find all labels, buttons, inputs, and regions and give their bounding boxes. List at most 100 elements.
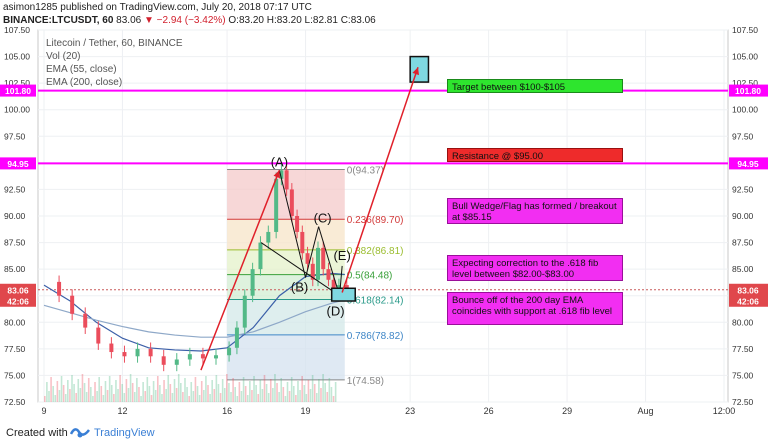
- projection-arrow: [200, 170, 281, 371]
- candle: [316, 247, 320, 280]
- legend-entry: Vol (20): [46, 51, 80, 62]
- arrow-head-icon: [273, 170, 280, 179]
- candle: [83, 313, 88, 328]
- fib-level-label: 0(94.37): [347, 166, 384, 177]
- candle: [331, 279, 336, 293]
- y-tick-right: 77.50: [732, 344, 754, 354]
- volume-bar: [175, 388, 178, 402]
- volume-bar: [125, 379, 128, 402]
- volume-bar: [240, 391, 243, 402]
- annotation-correction: Expecting correction to the .618 fib lev…: [447, 255, 623, 281]
- volume-bar: [295, 395, 297, 402]
- fib-zone: [227, 219, 345, 250]
- volume-bar: [299, 390, 301, 402]
- volume-bar: [96, 391, 98, 402]
- candle: [321, 247, 326, 270]
- volume-bar: [205, 376, 207, 402]
- price-badge-right-text: 42:06: [737, 296, 759, 306]
- symbol-info: BINANCE:LTCUSDT, 60 83.06 ▼ −2.94 (−3.42…: [3, 15, 376, 26]
- candle: [174, 359, 179, 365]
- volume-bar: [209, 394, 211, 402]
- volume-bar: [192, 391, 195, 402]
- volume-bar: [152, 381, 155, 402]
- volume-bar: [316, 393, 318, 402]
- volume-bar: [106, 390, 109, 402]
- price-badge-left: [0, 294, 36, 307]
- ema200-line: [43, 299, 345, 338]
- volume-bar: [188, 396, 190, 402]
- volume-bar: [269, 379, 272, 402]
- x-tick-label: Aug: [638, 406, 654, 416]
- candle: [295, 216, 300, 232]
- volume-bar: [255, 385, 257, 402]
- volume-bar: [278, 392, 280, 402]
- volume-bar: [136, 378, 138, 402]
- arrow-head-icon: [412, 67, 419, 76]
- y-tick-left: 72.50: [4, 397, 26, 407]
- candle: [300, 231, 305, 254]
- y-tick-right: 102.50: [732, 78, 758, 88]
- tradingview-brand-link[interactable]: TradingView: [94, 427, 155, 439]
- candle: [200, 354, 205, 359]
- volume-bar: [75, 393, 77, 402]
- volume-bar: [154, 390, 157, 402]
- change-down-icon: ▼: [143, 15, 154, 26]
- volume-bar: [94, 382, 96, 402]
- candle: [284, 170, 289, 190]
- volume-bar: [90, 387, 92, 402]
- volume-bar: [267, 393, 270, 402]
- volume-bar: [211, 380, 213, 402]
- y-tick-right: 90.00: [732, 211, 754, 221]
- volume-bar: [196, 386, 199, 402]
- volume-bar: [238, 382, 241, 402]
- x-tick-label: 26: [484, 406, 494, 416]
- volume-bar: [301, 376, 303, 402]
- volume-bar: [297, 381, 299, 402]
- candle: [289, 189, 294, 216]
- volume-bar: [115, 380, 117, 402]
- price-badge-right: [729, 283, 768, 296]
- volume-bar: [44, 396, 46, 402]
- fib-zone: [227, 274, 345, 300]
- y-tick-left: 80.00: [4, 317, 26, 327]
- wedge-line: [260, 242, 340, 297]
- y-tick-left: 92.50: [4, 184, 26, 194]
- volume-bar: [127, 388, 130, 402]
- price-badge-left-text: 94.95: [7, 159, 29, 169]
- price-badge-left-text: 42:06: [7, 296, 29, 306]
- x-tick-label: 29: [562, 406, 572, 416]
- volume-bar: [272, 388, 274, 402]
- volume-bar: [50, 377, 52, 402]
- volume-bar: [253, 376, 255, 402]
- candle: [96, 327, 101, 344]
- annotation-wedge: Bull Wedge/Flag has formed / breakout at…: [447, 198, 623, 224]
- x-tick-label: 12: [117, 406, 127, 416]
- fib-level-label: 0.5(84.48): [347, 271, 393, 282]
- y-tick-left: 107.50: [4, 25, 30, 35]
- y-tick-right: 107.50: [732, 25, 758, 35]
- fib-level-label: 0.382(86.81): [347, 246, 404, 257]
- volume-bar: [48, 391, 50, 402]
- volume-bar: [131, 383, 134, 402]
- price-badge-left: [0, 84, 36, 97]
- volume-bar: [62, 385, 65, 402]
- y-tick-left: 90.00: [4, 211, 26, 221]
- x-tick-label: 12:00: [713, 406, 736, 416]
- wave-label: (A): [271, 154, 288, 169]
- price-badge-left: [0, 283, 36, 296]
- candle: [242, 295, 247, 328]
- y-tick-left: 102.50: [4, 78, 30, 88]
- volume-bar: [73, 384, 75, 402]
- volume-bar: [60, 376, 63, 402]
- candle: [187, 354, 192, 360]
- y-tick-right: 85.00: [732, 264, 754, 274]
- y-tick-right: 97.50: [732, 131, 754, 141]
- volume-bar: [311, 375, 314, 402]
- volume-bar: [286, 382, 289, 402]
- candle: [234, 327, 239, 348]
- volume-bar: [276, 383, 278, 402]
- volume-bar: [108, 376, 111, 402]
- price-badge-right: [729, 294, 768, 307]
- volume-bar: [186, 387, 188, 402]
